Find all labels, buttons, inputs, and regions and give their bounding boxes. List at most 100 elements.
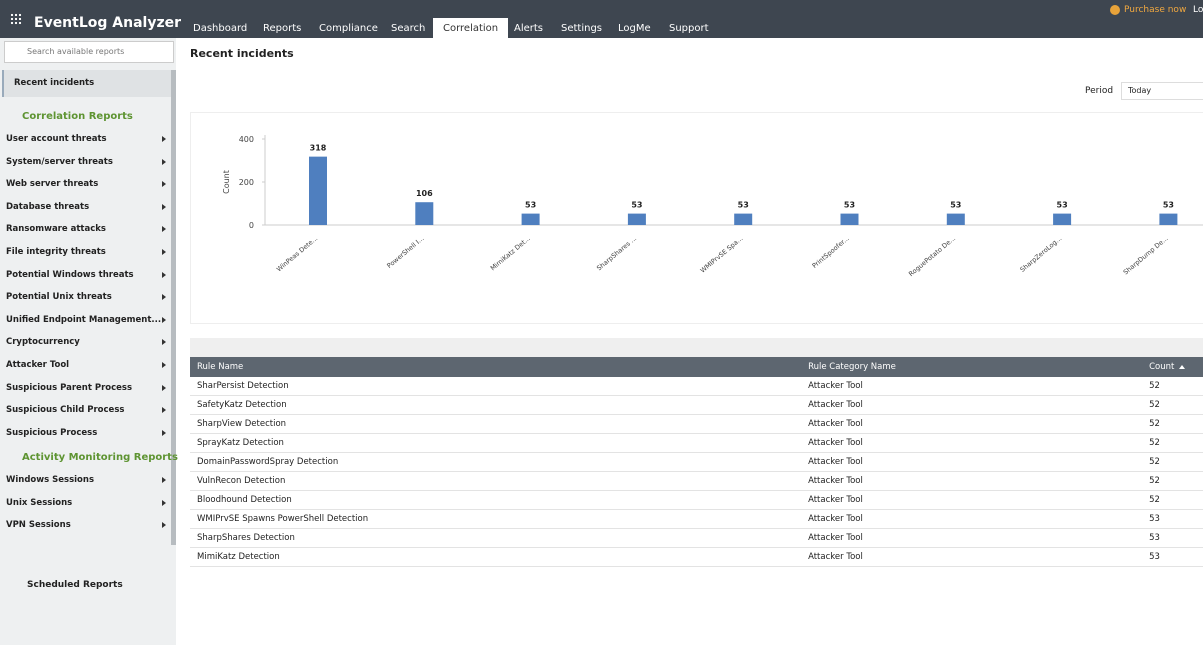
value-label: 53: [1057, 201, 1068, 210]
table-cell: WMIPrvSE Spawns PowerShell Detection: [190, 509, 802, 529]
bar[interactable]: [415, 202, 434, 225]
x-tick-label: WinPeas Dete...: [275, 234, 319, 273]
nav-tab[interactable]: Correlation: [433, 18, 509, 38]
nav-tab[interactable]: LogMe: [618, 23, 651, 34]
table-cell: Attacker Tool: [801, 490, 1143, 510]
value-label: 318: [310, 144, 327, 153]
bar[interactable]: [1159, 213, 1178, 225]
table-cell: DomainPasswordSpray Detection: [190, 452, 802, 472]
table-cell: 52: [1142, 433, 1203, 453]
value-label: 106: [416, 189, 433, 198]
nav-tab[interactable]: Dashboard: [193, 23, 248, 34]
y-tick-label: 200: [239, 178, 254, 187]
menu-item[interactable]: Potential Unix threats: [6, 292, 166, 302]
menu-item[interactable]: Suspicious Parent Process: [6, 383, 166, 393]
table-cell: SprayKatz Detection: [190, 433, 802, 453]
menu-item[interactable]: Suspicious Process: [6, 428, 166, 438]
menu-item[interactable]: Attacker Tool: [6, 360, 166, 370]
menu-item[interactable]: Cryptocurrency: [6, 337, 166, 347]
table-row: SafetyKatz Detection Attacker Tool 52: [190, 395, 1203, 415]
table-cell: SharpShares Detection: [190, 528, 802, 548]
table-cell: Attacker Tool: [801, 528, 1143, 548]
table-cell: Attacker Tool: [801, 452, 1143, 472]
nav-tab[interactable]: Reports: [263, 23, 302, 34]
top-bar: EventLog Analyzer Dashboard Reports Compli…: [0, 0, 1203, 38]
table-cell: 53: [1142, 547, 1203, 567]
table-cell: 52: [1142, 414, 1203, 434]
logout-link[interactable]: Lo: [1193, 5, 1203, 15]
column-header[interactable]: Rule Category Name: [801, 357, 1143, 377]
period-label: Period: [1085, 86, 1114, 96]
bar[interactable]: [734, 213, 753, 225]
x-tick-label: SharpShares ...: [595, 234, 638, 272]
x-tick-label: WMIPrvSE Spa...: [699, 234, 745, 274]
value-label: 53: [738, 201, 749, 210]
menu-item[interactable]: Unix Sessions: [6, 498, 166, 508]
bar[interactable]: [521, 213, 540, 225]
x-tick-label: SharpZeroLog...: [1019, 234, 1064, 273]
content-title: Recent incidents: [190, 47, 294, 60]
value-label: 53: [844, 201, 855, 210]
bar[interactable]: [309, 156, 327, 225]
scrollbar[interactable]: [171, 70, 176, 545]
nav-tab[interactable]: Search: [391, 23, 426, 34]
menu-item[interactable]: Ransomware attacks: [6, 224, 166, 234]
bar[interactable]: [627, 213, 646, 225]
table-row: DomainPasswordSpray Detection Attacker To…: [190, 452, 1203, 472]
menu-item[interactable]: Web server threats: [6, 179, 166, 189]
table-cell: 53: [1142, 528, 1203, 548]
scheduled-reports[interactable]: Scheduled Reports: [27, 580, 123, 590]
section-title: Activity Monitoring Reports: [22, 452, 178, 463]
table-row: VulnRecon Detection Attacker Tool 52: [190, 471, 1203, 491]
search-input[interactable]: Search available reports: [4, 41, 174, 63]
table-row: SharpView Detection Attacker Tool 52: [190, 414, 1203, 434]
bar[interactable]: [1053, 213, 1072, 225]
menu-item[interactable]: Database threats: [6, 202, 166, 212]
nav-tab[interactable]: Alerts: [514, 23, 544, 34]
table-cell: 52: [1142, 395, 1203, 415]
x-tick-label: PrintSpoofer...: [811, 234, 851, 270]
table-cell: Attacker Tool: [801, 547, 1143, 567]
menu-item[interactable]: Unified Endpoint Management...: [6, 315, 166, 325]
y-tick-label: 400: [239, 135, 254, 144]
table-body: SharPersist Detection Attacker Tool 52 Safe…: [190, 377, 1203, 567]
column-header[interactable]: Rule Name: [190, 357, 802, 377]
cart-icon: [1110, 5, 1120, 15]
table-row: SharPersist Detection Attacker Tool 52: [190, 377, 1203, 396]
nav-tab[interactable]: Support: [669, 23, 709, 34]
bar[interactable]: [840, 213, 859, 225]
table-cell: Attacker Tool: [801, 414, 1143, 434]
menu-item[interactable]: User account threats: [6, 134, 166, 144]
sort-arrow: [1179, 364, 1186, 369]
x-tick-label: SharpDump De...: [1122, 234, 1170, 276]
apps-icon[interactable]: [10, 13, 22, 25]
menu-item[interactable]: VPN Sessions: [6, 520, 166, 530]
table-cell: VulnRecon Detection: [190, 471, 802, 491]
table-cell: 52: [1142, 377, 1203, 396]
menu-item[interactable]: Potential Windows threats: [6, 270, 166, 280]
table-cell: Attacker Tool: [801, 471, 1143, 491]
bar[interactable]: [946, 213, 965, 225]
table-cell: SharPersist Detection: [190, 377, 802, 396]
table-cell: Attacker Tool: [801, 395, 1143, 415]
table-cell: 52: [1142, 452, 1203, 472]
menu-item[interactable]: System/server threats: [6, 157, 166, 167]
table-cell: Attacker Tool: [801, 377, 1143, 396]
selected-report[interactable]: Recent incidents: [2, 70, 172, 97]
table-cell: SharpView Detection: [190, 414, 802, 434]
table-cell: SafetyKatz Detection: [190, 395, 802, 415]
menu-item[interactable]: Suspicious Child Process: [6, 405, 166, 415]
nav-tab[interactable]: Compliance: [319, 23, 378, 34]
table-cell: MimiKatz Detection: [190, 547, 802, 567]
table-cell: 52: [1142, 490, 1203, 510]
incidents-table: Rule Name Rule Category Name Count SharPers…: [190, 357, 1203, 567]
nav-tab[interactable]: Settings: [561, 23, 603, 34]
period-select[interactable]: Today: [1121, 82, 1203, 100]
column-header[interactable]: Count: [1142, 357, 1203, 377]
menu-item[interactable]: File integrity threats: [6, 247, 166, 257]
table-row: SharpShares Detection Attacker Tool 53: [190, 528, 1203, 548]
purchase-link[interactable]: Purchase now: [1124, 5, 1187, 15]
menu-item[interactable]: Windows Sessions: [6, 475, 166, 485]
